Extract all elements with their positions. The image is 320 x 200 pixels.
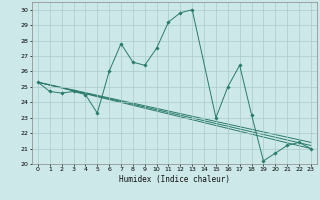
X-axis label: Humidex (Indice chaleur): Humidex (Indice chaleur) — [119, 175, 230, 184]
